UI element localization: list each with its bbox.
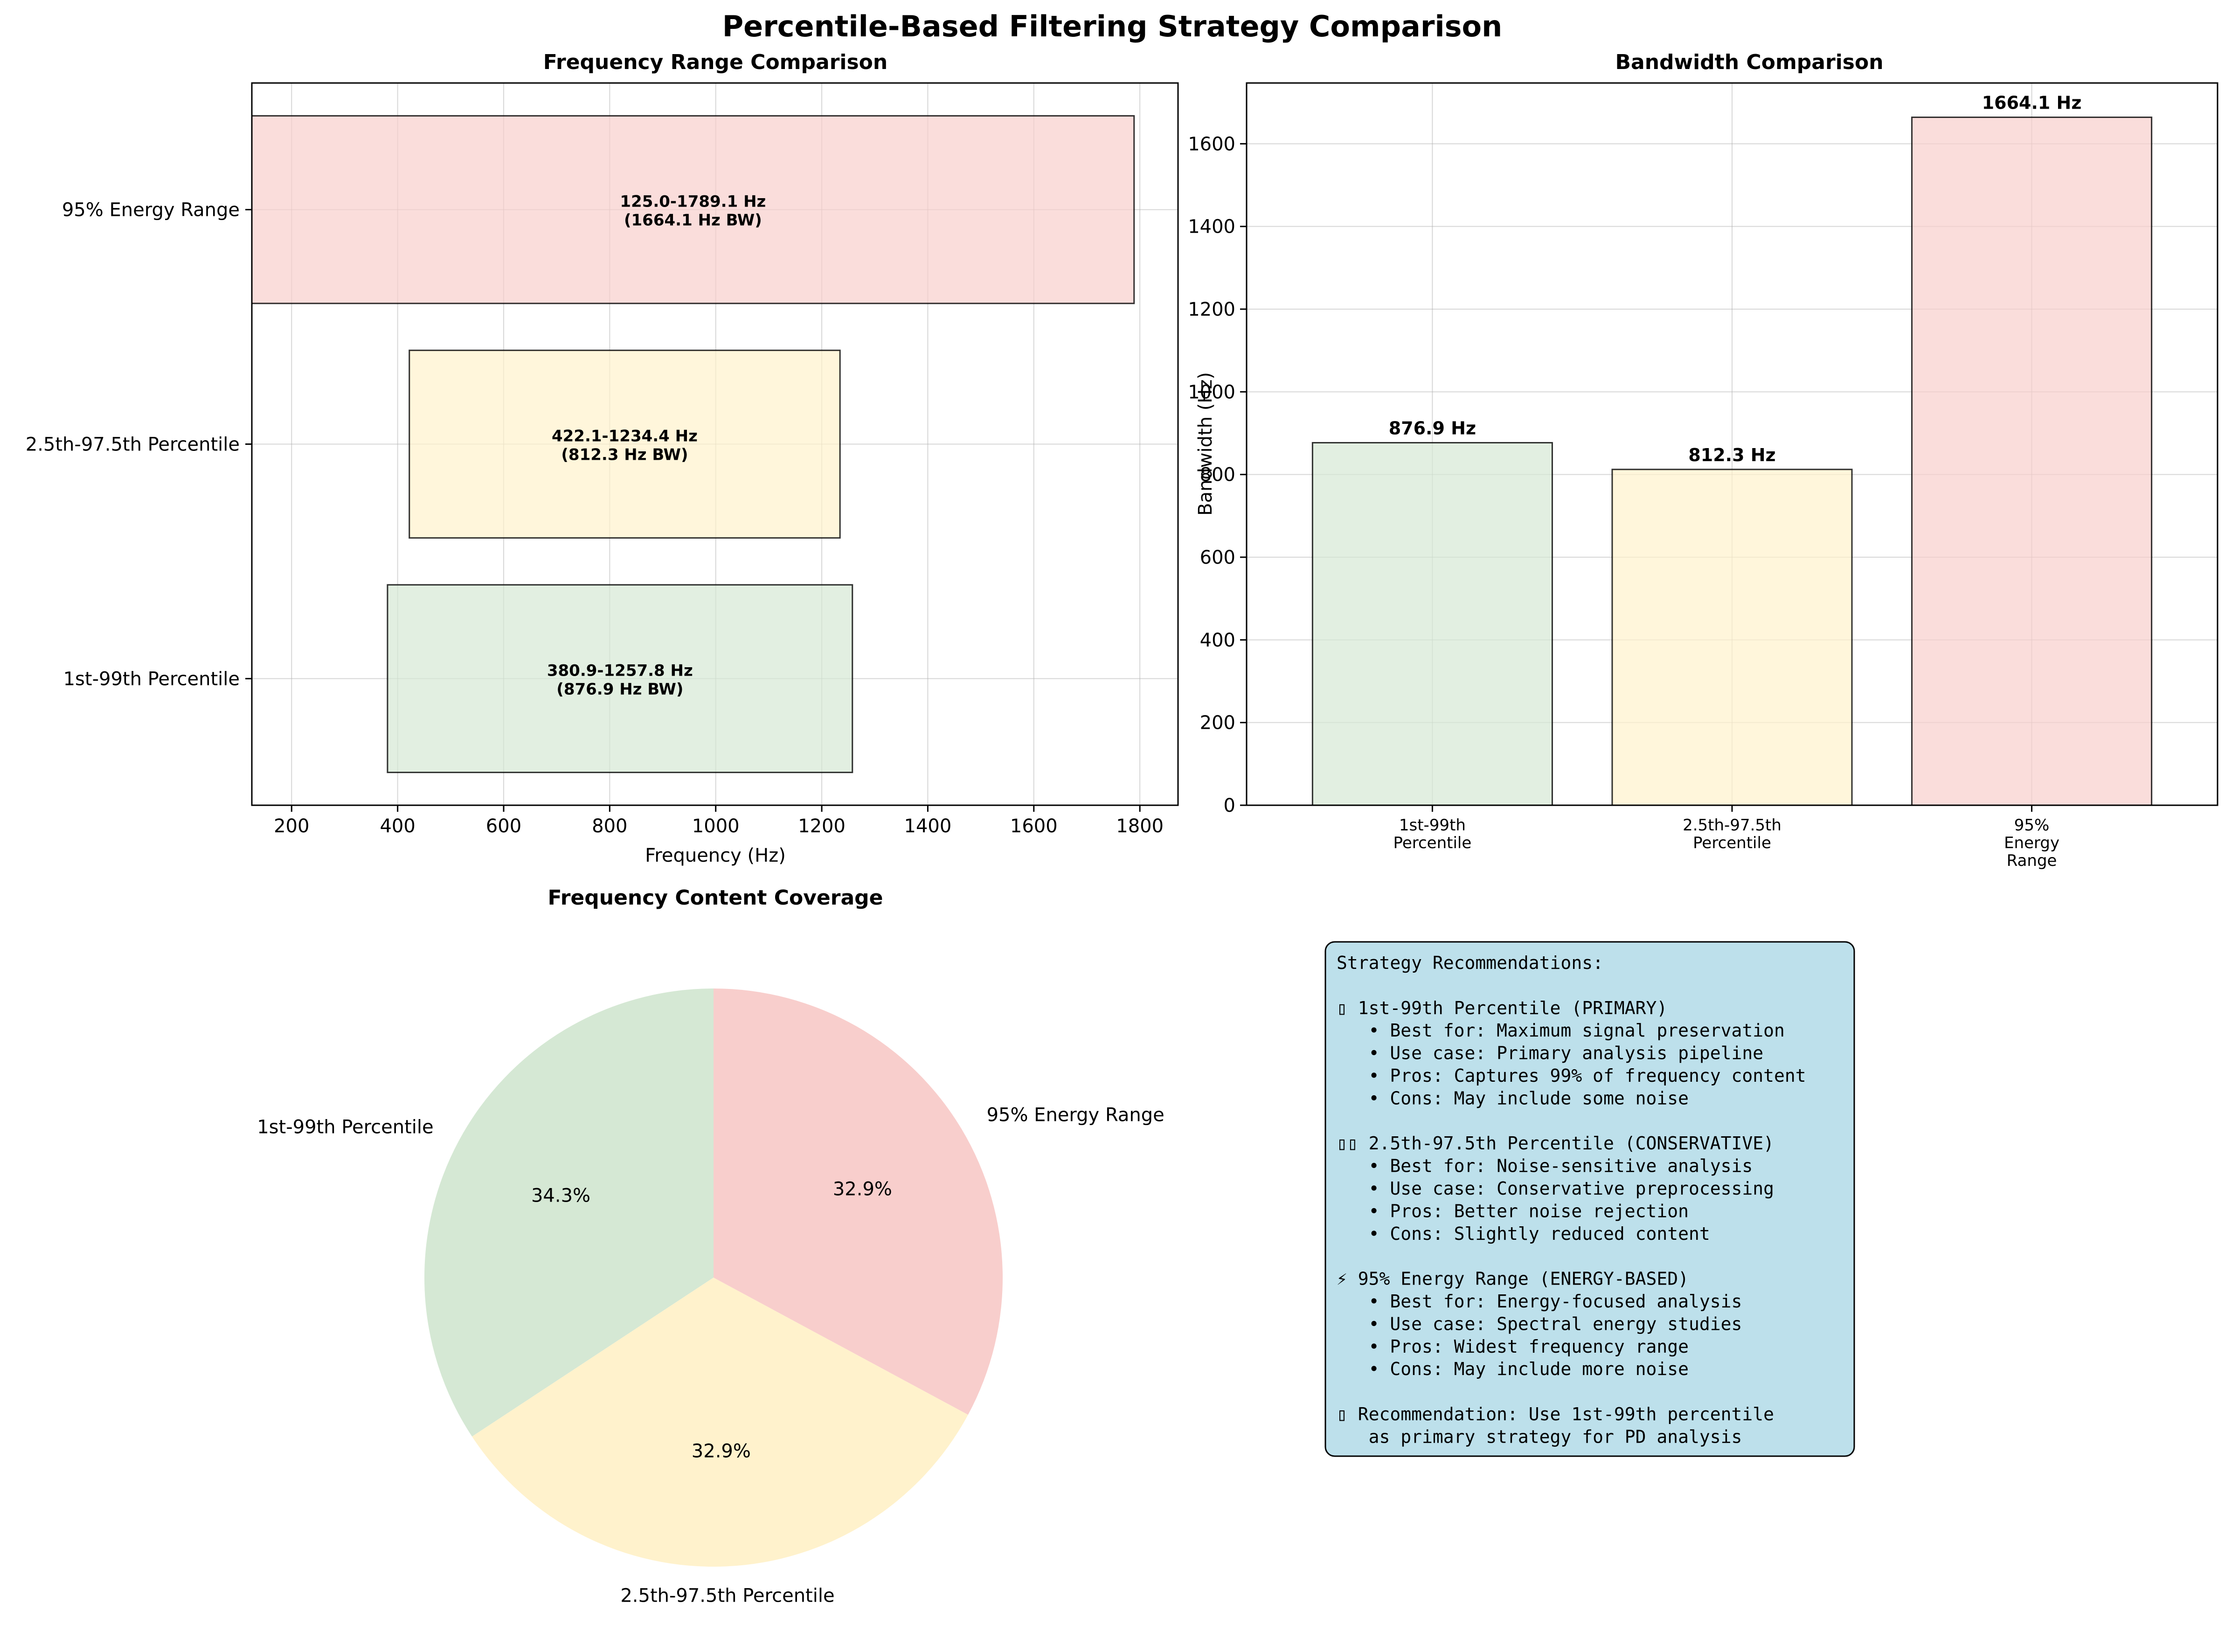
- bw-value-label: 876.9 Hz: [1389, 418, 1476, 438]
- pie-slice-label: 1st-99th Percentile: [257, 1116, 433, 1138]
- range-bar-label: 380.9-1257.8 Hz: [547, 661, 693, 680]
- coverage-pie-chart: Frequency Content Coverage 1st-99th Perc…: [257, 886, 1164, 1606]
- pie-labels: 1st-99th Percentile 34.3% 2.5th-97.5th Per…: [257, 1104, 1164, 1606]
- recommendation-line: • Use case: Spectral energy studies: [1337, 1313, 1742, 1334]
- recommendation-line: • Best for: Energy-focused analysis: [1337, 1291, 1742, 1312]
- bw-y-tick-label: 1400: [1188, 216, 1235, 238]
- range-bar: [387, 584, 853, 774]
- bw-bar: [1911, 117, 2153, 806]
- pie-pct-label: 32.9%: [692, 1441, 751, 1462]
- recommendation-line: • Pros: Captures 99% of frequency conten…: [1337, 1065, 1806, 1086]
- pie-slice-label: 95% Energy Range: [987, 1104, 1164, 1126]
- range-x-tick-label: 600: [486, 816, 521, 837]
- bw-x-tick-label: Energy: [2004, 834, 2059, 852]
- pie-slices: [424, 988, 1003, 1567]
- bw-value-label: 1664.1 Hz: [1982, 93, 2082, 113]
- recommendation-line: Strategy Recommendations:: [1337, 953, 1603, 973]
- range-bar: [409, 349, 841, 539]
- range-y-tick-label: 1st-99th Percentile: [63, 668, 240, 690]
- recommendation-line: • Use case: Conservative preprocessing: [1337, 1178, 1774, 1199]
- bandwidth-chart-ticks: 020040060080010001200140016001st-99thPer…: [1188, 133, 2059, 870]
- recommendation-line: • Pros: Better noise rejection: [1337, 1201, 1689, 1221]
- range-x-tick-label: 200: [274, 816, 309, 837]
- recommendation-line: ▯ Recommendation: Use 1st-99th percentil…: [1337, 1404, 1774, 1424]
- bw-y-tick-label: 600: [1200, 547, 1235, 568]
- range-x-tick-label: 1400: [904, 816, 952, 837]
- strategy-recommendations-box: Strategy Recommendations: ▯ 1st-99th Perc…: [1324, 941, 1855, 1457]
- range-chart-xlabel: Frequency (Hz): [645, 845, 786, 866]
- bandwidth-chart-bars: 876.9 Hz 812.3 Hz 1664.1 Hz: [1311, 93, 2153, 806]
- bw-bar: [1311, 442, 1553, 806]
- frequency-range-chart: Frequency Range Comparison 380.9-1257.8 …: [26, 50, 1179, 866]
- recommendation-line: • Use case: Primary analysis pipeline: [1337, 1043, 1763, 1064]
- bandwidth-chart: Bandwidth Comparison 876.9 Hz 812.3 Hz 166…: [1188, 50, 2218, 870]
- bw-bar: [1611, 469, 1853, 806]
- bw-y-tick-label: 400: [1200, 629, 1235, 651]
- range-bar-label: 125.0-1789.1 Hz: [620, 193, 766, 211]
- range-bar-bw-label: (1664.1 Hz BW): [624, 211, 762, 230]
- pie-pct-label: 32.9%: [833, 1178, 892, 1200]
- recommendation-line: • Pros: Widest frequency range: [1337, 1336, 1689, 1357]
- bw-x-tick-label: 2.5th-97.5th: [1683, 816, 1781, 835]
- pie-slice: [424, 988, 714, 1437]
- recommendations-text: Strategy Recommendations: ▯ 1st-99th Perc…: [1337, 953, 1806, 1447]
- bw-y-tick-label: 0: [1224, 795, 1235, 816]
- range-x-tick-label: 1200: [798, 816, 846, 837]
- bandwidth-chart-title: Bandwidth Comparison: [1615, 50, 1883, 74]
- bw-x-tick-label: Range: [2007, 851, 2057, 870]
- figure-title: Percentile-Based Filtering Strategy Comp…: [722, 9, 1503, 43]
- bw-y-tick-label: 1200: [1188, 299, 1235, 320]
- range-chart-bars: 380.9-1257.8 Hz(876.9 Hz BW) 422.1-1234.4…: [251, 115, 1135, 774]
- range-bar-label: 422.1-1234.4 Hz: [552, 427, 698, 446]
- bw-x-tick-label: Percentile: [1693, 834, 1771, 852]
- range-bar: [251, 115, 1135, 304]
- recommendation-line: • Best for: Maximum signal preservation: [1337, 1020, 1785, 1041]
- pie-slice: [472, 1278, 968, 1567]
- range-bar-bw-label: (876.9 Hz BW): [556, 680, 683, 698]
- range-x-tick-label: 1000: [692, 816, 740, 837]
- bw-x-tick-label: Percentile: [1393, 834, 1472, 852]
- recommendation-line: ▯ 1st-99th Percentile (PRIMARY): [1337, 998, 1667, 1018]
- recommendation-line: ⚡ 95% Energy Range (ENERGY-BASED): [1337, 1269, 1689, 1289]
- bw-y-tick-label: 200: [1200, 712, 1235, 734]
- bw-x-tick-label: 1st-99th: [1399, 816, 1466, 835]
- pie-pct-label: 34.3%: [531, 1185, 590, 1207]
- recommendation-line: • Cons: May include some noise: [1337, 1088, 1689, 1108]
- pie-slice-label: 2.5th-97.5th Percentile: [620, 1585, 834, 1606]
- recommendation-line: as primary strategy for PD analysis: [1337, 1426, 1742, 1447]
- range-x-tick-label: 800: [592, 816, 627, 837]
- bw-y-tick-label: 1000: [1188, 381, 1235, 403]
- bandwidth-chart-ylabel: Bandwidth (Hz): [1195, 372, 1216, 516]
- range-x-tick-label: 400: [380, 816, 415, 837]
- recommendation-line: • Cons: May include more noise: [1337, 1359, 1689, 1379]
- range-x-tick-label: 1800: [1116, 816, 1164, 837]
- bw-value-label: 812.3 Hz: [1688, 445, 1775, 465]
- range-bar-bw-label: (812.3 Hz BW): [561, 446, 688, 464]
- recommendation-line: ▯▯ 2.5th-97.5th Percentile (CONSERVATIVE…: [1337, 1133, 1774, 1154]
- bw-y-tick-label: 1600: [1188, 133, 1235, 155]
- pie-chart-title: Frequency Content Coverage: [548, 886, 883, 910]
- recommendation-line: • Best for: Noise-sensitive analysis: [1337, 1156, 1753, 1176]
- bw-y-tick-label: 800: [1200, 464, 1235, 486]
- bw-x-tick-label: 95%: [2014, 816, 2050, 835]
- range-y-tick-label: 2.5th-97.5th Percentile: [26, 434, 240, 456]
- recommendations-background: [1324, 941, 1855, 1457]
- pie-slice: [714, 988, 1003, 1415]
- recommendation-line: • Cons: Slightly reduced content: [1337, 1223, 1710, 1244]
- range-x-tick-label: 1600: [1010, 816, 1058, 837]
- range-chart-ticks: 200 400 600 800 1000 1200 1400 1600 1800 1st-99th…: [26, 200, 1164, 837]
- range-chart-title: Frequency Range Comparison: [543, 50, 887, 74]
- range-y-tick-label: 95% Energy Range: [62, 200, 240, 221]
